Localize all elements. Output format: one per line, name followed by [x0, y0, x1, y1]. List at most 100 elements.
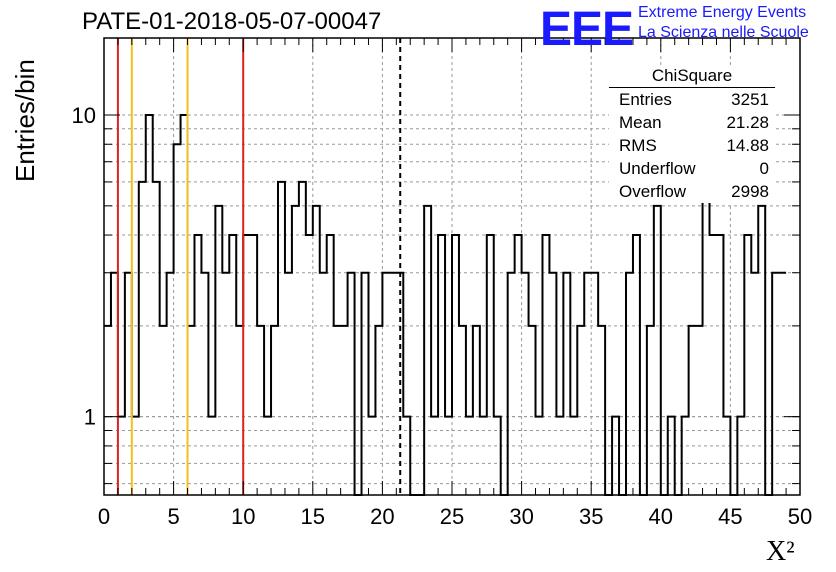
logo-line-1: Extreme Energy Events	[638, 4, 807, 21]
histogram-bin	[598, 326, 605, 495]
stats-label: Entries	[619, 90, 672, 109]
histogram-bin	[257, 326, 264, 495]
histogram-bin	[327, 235, 334, 495]
histogram-bin	[445, 417, 452, 495]
chart-title: PATE-01-2018-05-07-00047	[82, 8, 382, 35]
x-tick-label: 5	[167, 504, 179, 529]
stats-row-overflow: Overflow 2998	[609, 180, 775, 203]
histogram-bin	[229, 235, 236, 495]
x-tick-label: 0	[98, 504, 110, 529]
histogram-bin	[194, 235, 201, 495]
histogram-bin	[696, 326, 703, 495]
histogram-bin	[243, 235, 250, 495]
histogram-bin	[153, 182, 160, 495]
histogram-bin	[591, 273, 598, 495]
histogram-bin	[403, 417, 410, 495]
histogram-bin	[466, 417, 473, 495]
histogram-bin	[334, 326, 341, 495]
histogram-bin	[723, 417, 730, 495]
histogram-bin	[549, 273, 556, 495]
histogram-bin	[320, 273, 327, 495]
histogram-bin	[751, 273, 758, 495]
histogram-bin	[215, 206, 222, 495]
histogram-bin	[529, 326, 536, 495]
histogram-bin	[563, 273, 570, 495]
histogram-bin	[201, 273, 208, 495]
x-tick-label: 15	[301, 504, 325, 529]
stats-label: Overflow	[619, 182, 687, 201]
histogram-bin	[146, 115, 153, 495]
histogram-bin	[758, 206, 765, 495]
histogram-bin	[536, 417, 543, 495]
stats-value: 2998	[731, 182, 769, 201]
histogram-bin	[118, 417, 125, 495]
histogram-bin	[285, 273, 292, 495]
histogram-bin	[104, 326, 111, 495]
histogram-bin	[313, 206, 320, 495]
histogram-bin	[737, 417, 744, 495]
histogram-bin	[362, 273, 369, 495]
histogram-bin	[348, 273, 355, 495]
histogram-bin	[382, 273, 389, 495]
histogram-bin	[292, 206, 299, 495]
stats-row-rms: RMS 14.88	[609, 134, 775, 157]
histogram-bin	[431, 417, 438, 495]
histogram-bin	[452, 235, 459, 495]
x-tick-label: 35	[579, 504, 603, 529]
histogram-bin	[522, 273, 529, 495]
histogram-bin	[250, 235, 257, 495]
stats-label: RMS	[619, 136, 657, 155]
histogram-bin	[174, 144, 181, 495]
histogram-bin	[424, 206, 431, 495]
histogram-bin	[542, 235, 549, 495]
stats-label: Underflow	[619, 159, 696, 178]
histogram-bin	[389, 273, 396, 495]
x-tick-label: 30	[509, 504, 533, 529]
histogram-bin	[647, 326, 654, 495]
histogram-bin	[375, 326, 382, 495]
histogram-bin	[744, 235, 751, 495]
stats-value: 0	[759, 159, 769, 178]
histogram-bin	[111, 273, 118, 495]
histogram-bin	[710, 235, 717, 495]
histogram-bin	[772, 273, 779, 495]
histogram-bin	[703, 182, 710, 495]
stats-value: 3251	[731, 90, 769, 109]
histogram-bin	[271, 326, 278, 495]
y-tick-label: 10	[72, 103, 96, 128]
y-axis-label: Entries/bin	[10, 59, 40, 182]
x-tick-label: 25	[440, 504, 464, 529]
histogram-bin	[139, 182, 146, 495]
stats-row-underflow: Underflow 0	[609, 157, 775, 180]
histogram-bin	[222, 273, 229, 495]
x-tick-label: 10	[231, 504, 255, 529]
histogram-bin	[654, 206, 661, 495]
histogram-bin	[264, 417, 271, 495]
stats-box-title: ChiSquare	[609, 66, 775, 88]
histogram-bin	[779, 273, 786, 495]
histogram-bin	[556, 417, 563, 495]
histogram-bin	[633, 235, 640, 495]
x-tick-label: 50	[788, 504, 812, 529]
histogram-bin	[160, 326, 167, 495]
histogram-bin	[132, 417, 139, 495]
stats-value: 21.28	[726, 113, 769, 132]
histogram-bin	[167, 273, 174, 495]
histogram-bin	[299, 182, 306, 495]
histogram-bin	[473, 326, 480, 495]
histogram-bin	[716, 235, 723, 495]
x-axis-label: X²	[766, 536, 795, 567]
histogram-bin	[577, 326, 584, 495]
stats-row-entries: Entries 3251	[609, 88, 775, 111]
histogram-bin	[689, 326, 696, 495]
stats-value: 14.88	[726, 136, 769, 155]
histogram-bin	[515, 235, 522, 495]
logo-line-2: La Scienza nelle Scuole	[638, 24, 809, 41]
histogram-bin	[480, 417, 487, 495]
x-tick-label: 45	[718, 504, 742, 529]
histogram-bin	[668, 417, 675, 495]
histogram-bin	[682, 417, 689, 495]
histogram-bin	[368, 417, 375, 495]
histogram-bin	[626, 273, 633, 495]
histogram-bin	[278, 182, 285, 495]
